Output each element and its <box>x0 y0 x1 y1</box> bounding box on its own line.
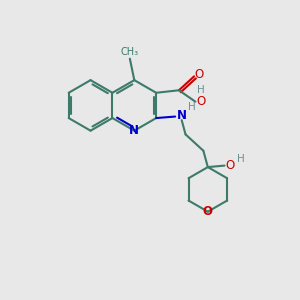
Text: O: O <box>195 68 204 81</box>
Text: O: O <box>225 159 235 172</box>
Text: O: O <box>203 205 213 218</box>
Text: H: H <box>188 102 195 112</box>
Text: O: O <box>196 95 205 108</box>
Text: N: N <box>177 109 187 122</box>
Text: H: H <box>237 154 245 164</box>
Text: CH₃: CH₃ <box>121 47 139 57</box>
Text: H: H <box>197 85 205 95</box>
Text: N: N <box>129 124 139 137</box>
